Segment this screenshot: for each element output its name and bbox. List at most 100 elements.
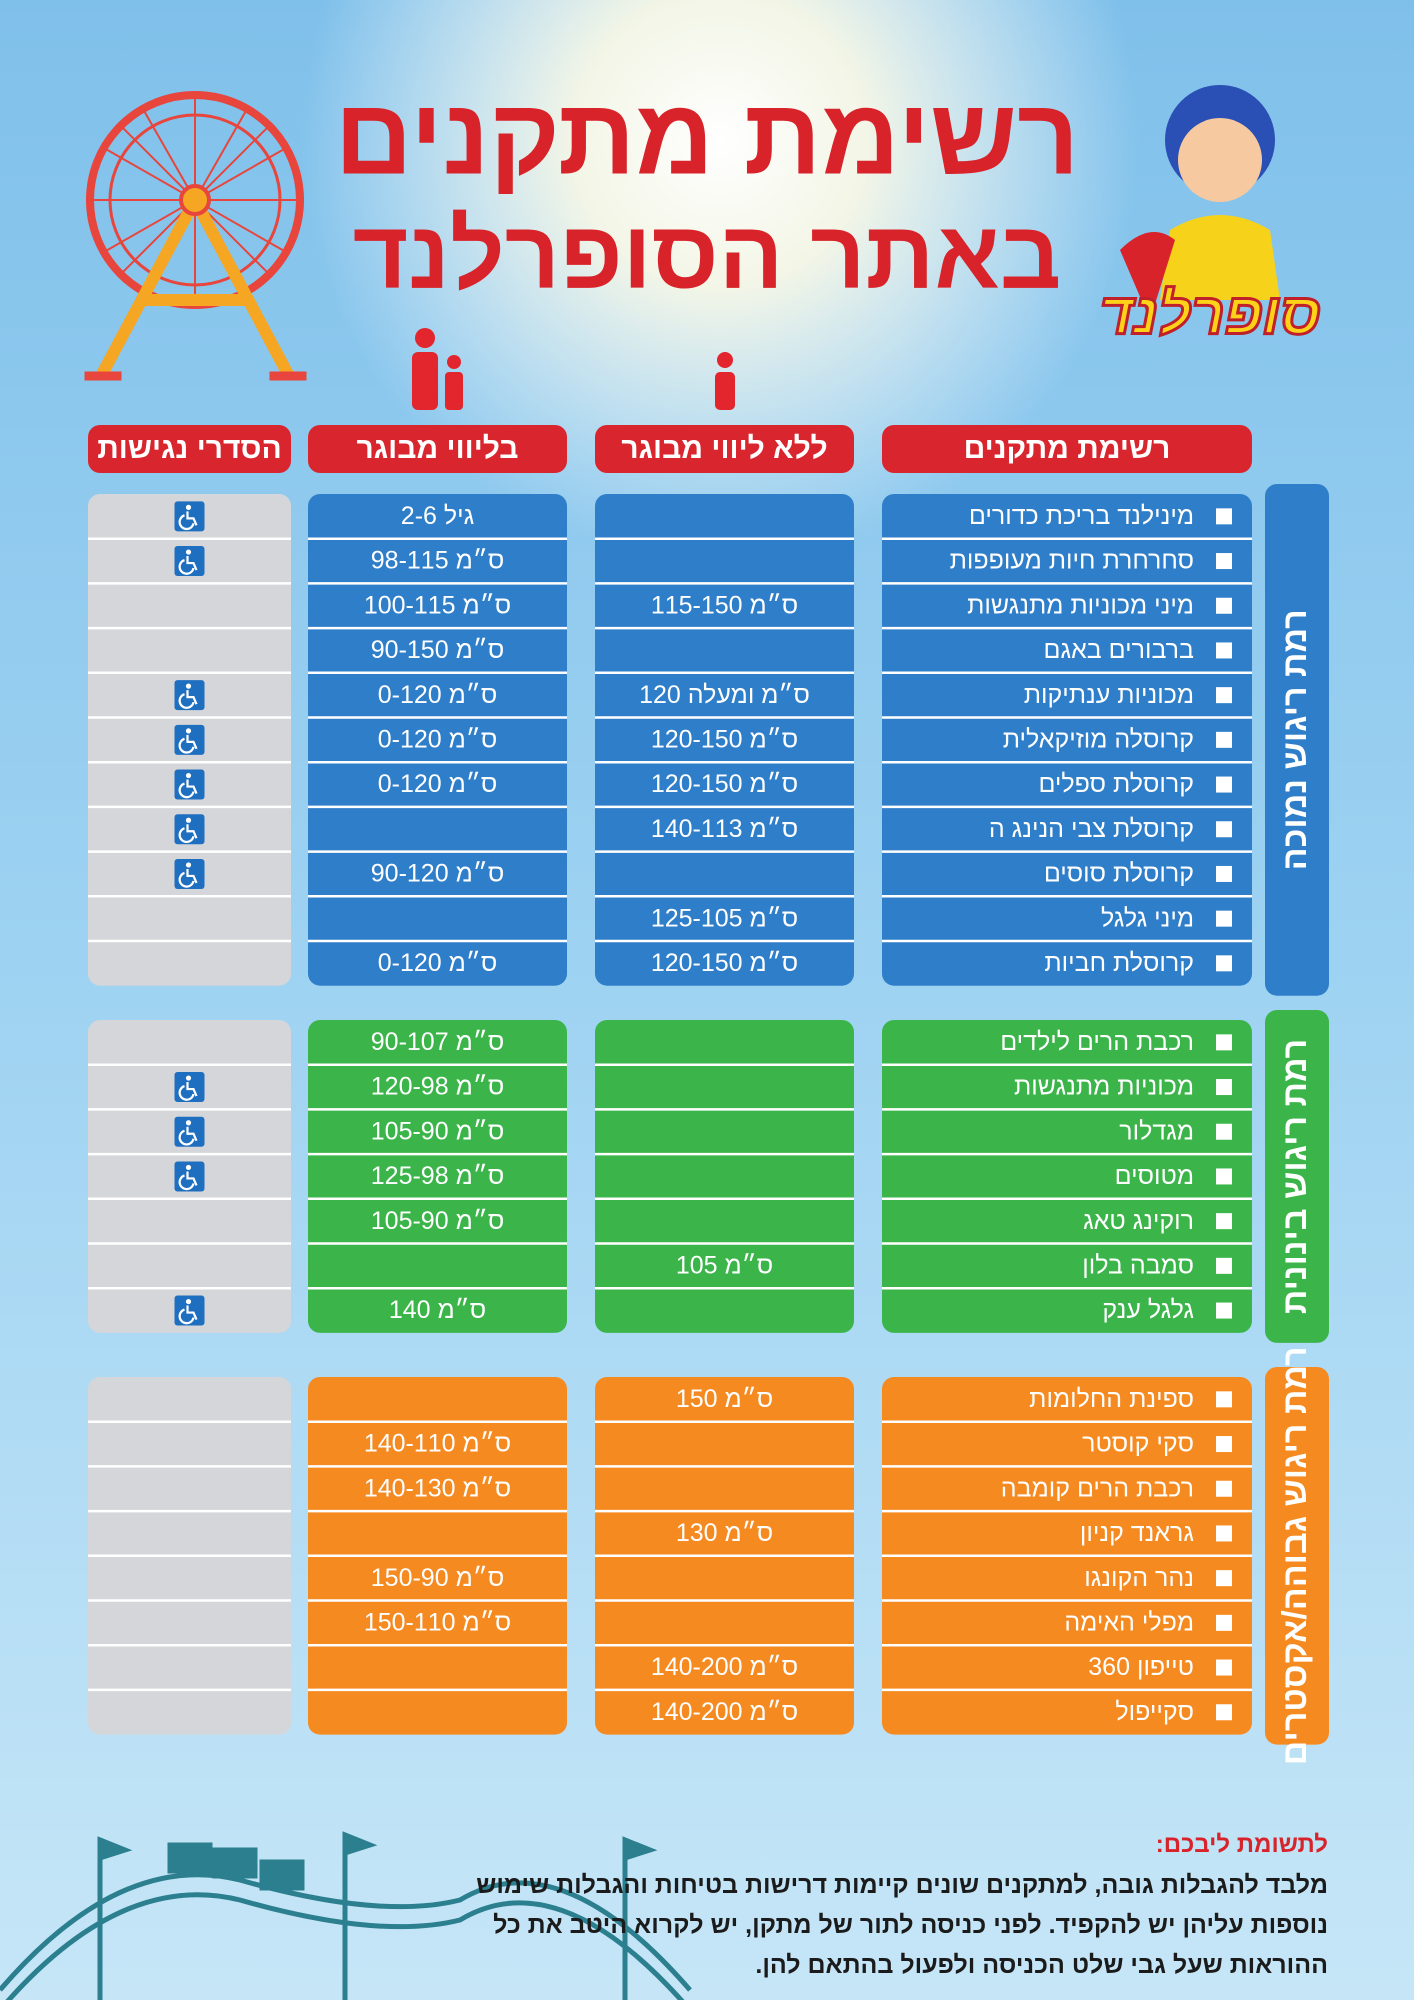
- ride-name: ספינת החלומות: [1029, 1385, 1194, 1413]
- section-label-bg: [1265, 1367, 1329, 1745]
- ride-name: מגדלור: [1119, 1117, 1194, 1145]
- column-bg: [308, 1020, 567, 1333]
- height-limit: 125-105 ס״מ: [651, 904, 798, 932]
- height-limit: 150-90 ס״מ: [371, 1564, 504, 1592]
- ride-name: ברבורים באגם: [1044, 636, 1194, 664]
- height-limit: 120-150 ס״מ: [651, 949, 798, 977]
- icon-figure: [178, 1082, 198, 1101]
- column-header-bg: [882, 425, 1252, 473]
- accessibility-icon: [174, 769, 205, 800]
- note-line: נוספות עליהן יש להקפיד. לפני כניסה לתור …: [493, 1911, 1328, 1939]
- section-label: רמת ריגוש גבוהה/אקסטרים: [1276, 1346, 1314, 1765]
- bullet: [1216, 776, 1232, 793]
- column-bg: [308, 494, 567, 986]
- bullet: [1216, 1302, 1232, 1319]
- height-limit: 0-120 ס״מ: [378, 770, 498, 798]
- adult-child-icon: [412, 328, 463, 410]
- accessibility-icon: [174, 546, 205, 577]
- accessibility-icon: [174, 858, 205, 889]
- bullet: [1216, 597, 1232, 614]
- icon-head: [185, 1164, 192, 1171]
- accessibility-icon: [174, 1072, 205, 1103]
- sun-glow: [300, 0, 1140, 560]
- ride-name: נהר הקונגו: [1084, 1564, 1194, 1592]
- icon-figure: [178, 511, 198, 531]
- ride-name: סמבה בלון: [1082, 1251, 1194, 1279]
- column-header: ללא ליווי מבוגר: [621, 432, 827, 465]
- column-bg: [882, 1020, 1252, 1333]
- ride-name: מיני מכוניות מתנגשות: [967, 591, 1194, 619]
- bullet: [1216, 1659, 1232, 1676]
- accessibility-icon: [174, 501, 205, 532]
- child-icon: [715, 352, 735, 410]
- bullet: [1216, 1525, 1232, 1542]
- bullet: [1216, 1168, 1232, 1185]
- ride-name: מפלי האימה: [1064, 1608, 1194, 1636]
- height-limit: 150-110 ס״מ: [364, 1608, 511, 1636]
- column-header: בליווי מבוגר: [357, 432, 519, 465]
- ride-name: מכוניות מתנגשות: [1014, 1073, 1194, 1101]
- icon-head: [185, 504, 192, 510]
- bullet: [1216, 1480, 1232, 1497]
- height-limit: 90-150 ס״מ: [371, 636, 504, 664]
- section-label-bg: [1265, 1010, 1329, 1343]
- icon-head: [185, 817, 192, 823]
- bullet: [1216, 1034, 1232, 1051]
- icon-head: [185, 862, 192, 868]
- bullet: [1216, 642, 1232, 659]
- icon-figure: [178, 734, 198, 754]
- ride-name: רכבת הרים קומבה: [1001, 1474, 1194, 1502]
- accessibility-icon: [174, 680, 205, 711]
- icon-figure: [178, 556, 198, 575]
- bullet: [1216, 687, 1232, 704]
- ride-name: קרוסלת חביות: [1044, 949, 1194, 977]
- section-label: רמת ריגוש בינונית: [1276, 1039, 1314, 1314]
- accessibility-icon: [174, 814, 205, 845]
- column-bg: [595, 494, 854, 986]
- bullet: [1216, 1257, 1232, 1274]
- height-limit: 0-120 ס״מ: [378, 725, 498, 753]
- column-header: רשימת מתקנים: [964, 432, 1171, 465]
- column-header: הסדרי נגישות: [97, 432, 281, 465]
- icon-head: [185, 683, 192, 689]
- ride-name: מיני גלגל: [1101, 904, 1194, 932]
- bullet: [1216, 1704, 1232, 1721]
- height-limit: 120 ס״מ ומעלה: [639, 681, 810, 709]
- icon-figure: [178, 779, 198, 799]
- column-header-bg: [88, 425, 291, 473]
- icon-figure: [178, 824, 198, 843]
- icon-head: [185, 1120, 192, 1126]
- rides-table: רשימת מתקנים ללא ליווי מבוגר בליווי מבוגר ה…: [88, 425, 1329, 1765]
- ride-name: קרוסלת סוסים: [1044, 860, 1194, 888]
- ride-name: מינילנד בריכת כדורים: [969, 502, 1194, 530]
- height-limit: 105-90 ס״מ: [371, 1117, 504, 1145]
- ride-name: קרוסלת צבי הנינג ה: [989, 815, 1194, 843]
- height-limit: 105 ס״מ: [676, 1251, 773, 1279]
- height-limit: 140-130 ס״מ: [364, 1474, 511, 1502]
- height-limit: 125-98 ס״מ: [371, 1162, 504, 1190]
- bullet: [1216, 910, 1232, 927]
- note: לתשומת ליבכם: מלבד להגבלות גובה, למתקנים…: [428, 1825, 1328, 1985]
- column-header-bg: [308, 425, 567, 473]
- ferris-wheel: [84, 91, 307, 381]
- logo: סופרלנד: [1099, 281, 1320, 346]
- height-limit: 140-113 ס״מ: [651, 815, 798, 843]
- bullet: [1216, 508, 1232, 525]
- column-header-bg: [595, 425, 854, 473]
- height-limit: 140 ס״מ: [389, 1296, 486, 1324]
- bullet: [1216, 1213, 1232, 1230]
- height-limit: 115-150 ס״מ: [651, 591, 798, 619]
- bullet: [1216, 1391, 1232, 1408]
- ride-name: סקייפול: [1115, 1698, 1194, 1726]
- icon-head: [185, 549, 192, 555]
- height-limit: 150 ס״מ: [676, 1385, 773, 1413]
- height-limit: 98-115 ס״מ: [371, 547, 504, 575]
- note-title: לתשומת ליבכם:: [1155, 1831, 1328, 1858]
- icon-figure: [178, 690, 198, 709]
- height-limit: 90-120 ס״מ: [371, 860, 504, 888]
- height-limit: 140-110 ס״מ: [364, 1430, 511, 1458]
- icon-head: [185, 1075, 192, 1081]
- ride-name: סחרחרת חיות מעופפות: [950, 547, 1194, 575]
- icon-figure: [178, 868, 198, 888]
